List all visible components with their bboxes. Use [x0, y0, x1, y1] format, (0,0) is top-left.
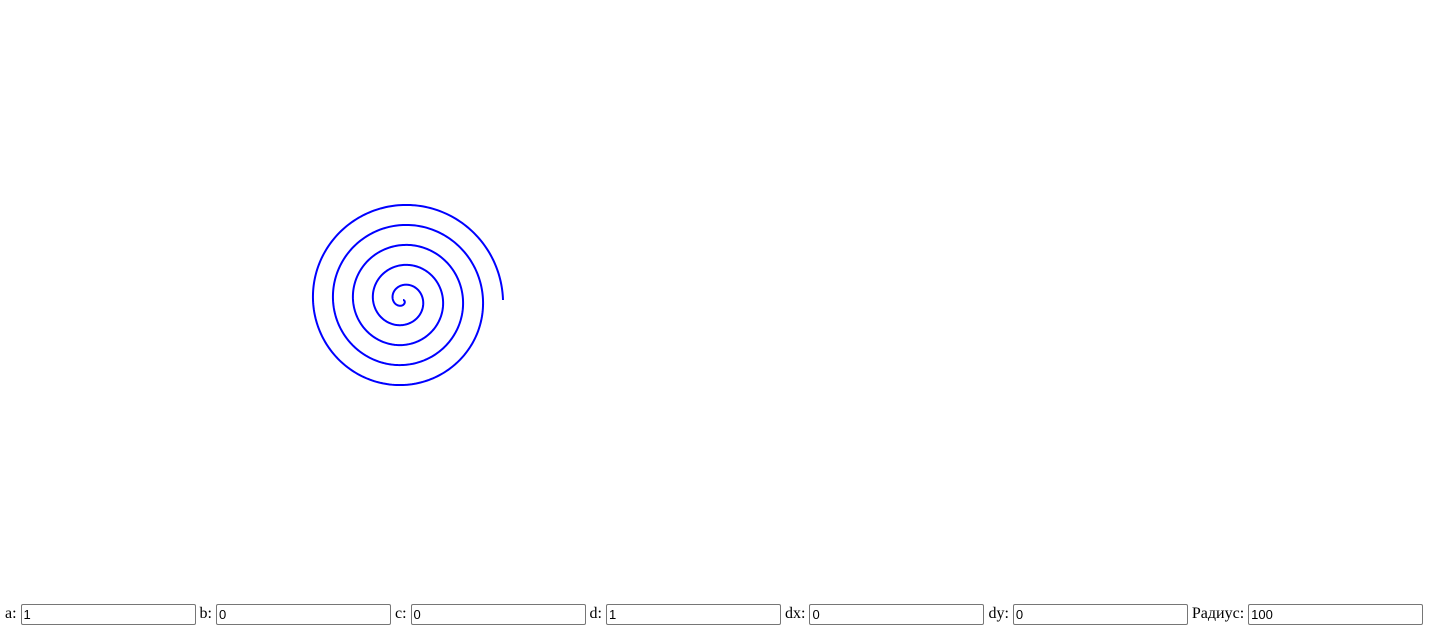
parameter-controls: a: b: c: d: dx: dy: Радиус:: [5, 603, 1427, 625]
param-input-c[interactable]: [410, 603, 586, 625]
param-input-radius[interactable]: [1248, 603, 1424, 625]
param-input-a[interactable]: [20, 603, 196, 625]
param-label-radius: Радиус:: [1191, 605, 1245, 622]
param-input-dy[interactable]: [1012, 603, 1188, 625]
param-label-dx: dx:: [785, 605, 806, 622]
param-input-d[interactable]: [606, 603, 781, 625]
param-label-b: b:: [199, 605, 212, 622]
param-label-c: c:: [395, 605, 407, 622]
param-input-b[interactable]: [216, 603, 391, 625]
spiral-curve: [311, 203, 504, 387]
param-label-d: d:: [589, 605, 602, 622]
spiral-plot: [311, 203, 504, 387]
param-label-a: a:: [5, 605, 17, 622]
param-label-dy: dy:: [988, 605, 1009, 622]
param-input-dx[interactable]: [809, 603, 985, 625]
drawing-canvas[interactable]: [0, 0, 1443, 600]
